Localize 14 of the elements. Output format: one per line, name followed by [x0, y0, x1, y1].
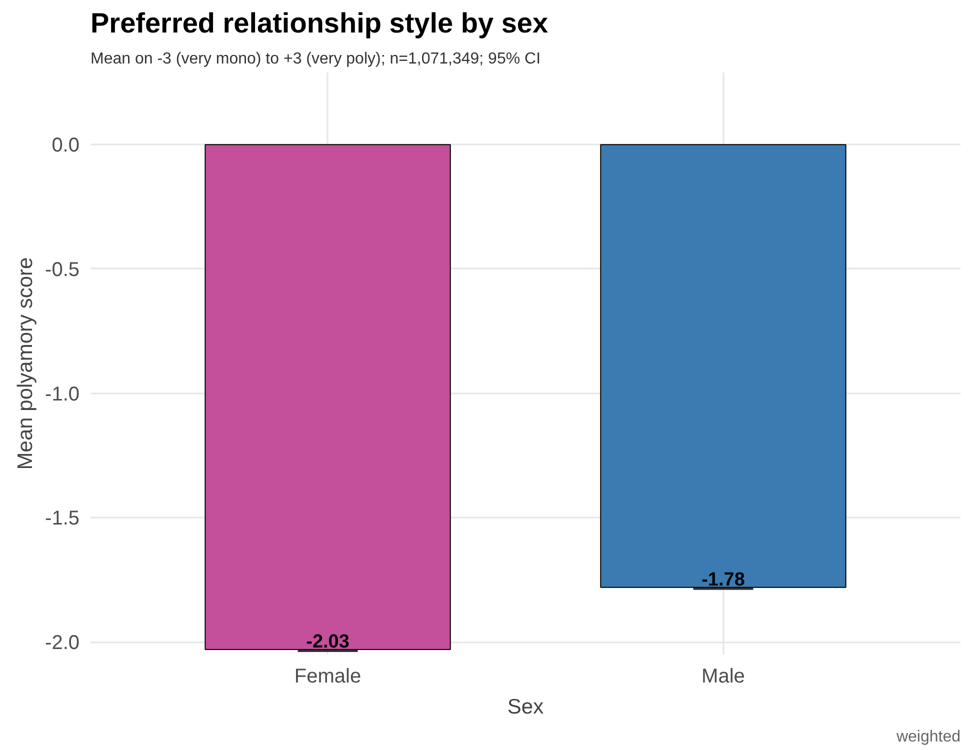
y-tick-label: 0.0: [52, 134, 80, 157]
data-label: -2.03: [306, 632, 350, 653]
x-axis-title: Sex: [507, 696, 544, 718]
y-tick-label: -1.5: [45, 508, 80, 530]
x-tick-label: Female: [294, 666, 362, 688]
y-tick-label: -1.0: [45, 383, 80, 406]
chart-title: Preferred relationship style by sex: [90, 8, 548, 38]
y-axis-title: Mean polyamory score: [14, 257, 38, 470]
y-tick-label: -2.0: [45, 632, 80, 654]
chart-subtitle: Mean on -3 (very mono) to +3 (very poly); n=1,071,349; 95% CI: [90, 50, 541, 68]
data-label: -1.78: [702, 569, 745, 590]
text: weighted: [895, 728, 960, 746]
y-tick-label: -0.5: [45, 258, 80, 281]
x-tick-label: Male: [702, 666, 745, 688]
